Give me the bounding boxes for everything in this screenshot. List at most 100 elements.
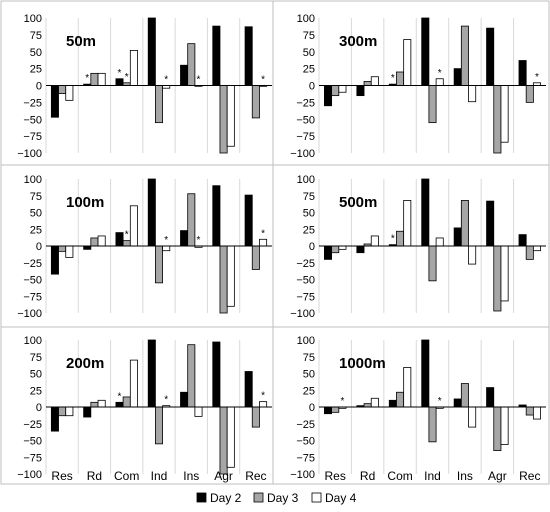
significance-asterisk: * [340, 396, 344, 407]
bar-day-4-rec [532, 406, 541, 420]
x-category-label: Rd [87, 469, 102, 483]
bar-day-4-rd [370, 397, 379, 408]
chart-panel-100m: −100 −75 −50 −25 0 25 50 75 100 * * * * 100m [17, 174, 272, 320]
bar-day-3-res [331, 85, 340, 97]
y-tick-label: 100 [24, 335, 42, 347]
bar-day-2-ins [453, 68, 462, 86]
y-tick-label: −25 [23, 97, 42, 109]
bar-day-3-ind [154, 406, 163, 445]
bar-day-2-com [115, 401, 124, 408]
bar-day-4-com [129, 205, 138, 247]
legend-entry: Day 4 [311, 491, 357, 505]
y-tick-label: 75 [303, 352, 315, 364]
y-tick-label: −75 [296, 452, 315, 464]
bar-day-2-res [50, 406, 59, 432]
y-tick-label: 100 [24, 13, 42, 25]
bar-day-3-com [396, 391, 405, 408]
y-tick-label: 25 [30, 385, 42, 397]
bar-day-4-agr [226, 85, 235, 147]
y-tick-label: 0 [309, 241, 315, 253]
y-tick-label: 75 [303, 30, 315, 42]
bar-day-2-agr [486, 200, 495, 247]
bar-day-4-res [338, 245, 347, 250]
y-tick-label: 0 [36, 81, 42, 93]
y-tick-label: −25 [23, 258, 42, 270]
bar-day-3-rec [525, 406, 534, 416]
bar-day-4-rd [370, 76, 379, 86]
x-category-label: Agr [488, 469, 507, 483]
y-tick-label: 0 [309, 81, 315, 93]
legend-swatch [253, 492, 264, 503]
x-category-label: Com [387, 469, 412, 483]
bar-day-2-ind [147, 339, 156, 408]
bar-day-3-agr [219, 245, 228, 314]
panel-title: 50m [66, 33, 96, 50]
chart-panel-500m: −100 −75 −50 −25 0 25 50 75 100 * 500m [290, 174, 546, 320]
bar-day-2-ind [421, 178, 430, 247]
bar-day-2-rec [518, 60, 527, 86]
bar-day-3-agr [219, 85, 228, 154]
bar-day-2-res [324, 245, 333, 260]
significance-asterisk: * [438, 68, 442, 79]
x-axis-category-labels: Res Rd Com Ind Ins Agr Rec Res Rd Com Ind Ins Agr Rec [51, 469, 540, 483]
bar-day-3-res [331, 406, 340, 413]
x-category-label: Agr [214, 469, 233, 483]
bar-day-4-agr [500, 245, 509, 302]
bar-day-4-com [403, 200, 412, 247]
bar-day-4-ins [468, 406, 477, 428]
significance-asterisk: * [197, 235, 201, 246]
x-category-label: Res [51, 469, 72, 483]
bar-day-3-com [122, 240, 131, 247]
bar-day-2-rd [356, 85, 365, 97]
bar-day-3-ins [187, 193, 196, 247]
bar-day-3-com [396, 71, 405, 86]
bar-day-3-res [58, 406, 67, 417]
bar-day-4-com [129, 50, 138, 86]
legend: Day 2 Day 3 Day 4 [196, 491, 357, 505]
bar-day-3-rd [90, 237, 99, 247]
y-tick-label: −100 [17, 308, 42, 320]
bar-day-2-rec [244, 26, 253, 86]
y-tick-label: −50 [296, 275, 315, 287]
bar-day-4-agr [226, 245, 235, 307]
bar-day-3-ins [187, 43, 196, 86]
bar-day-2-rd [356, 245, 365, 254]
legend-label: Day 3 [267, 491, 299, 505]
panel-title: 100m [66, 194, 104, 211]
bar-day-3-rec [525, 85, 534, 103]
bar-day-3-rec [251, 245, 260, 270]
y-tick-label: −75 [23, 291, 42, 303]
chart-panel-300m: −100 −75 −50 −25 0 25 50 75 100 * * * 300m [290, 13, 546, 160]
bar-day-3-com [396, 230, 405, 247]
y-tick-label: 100 [297, 335, 315, 347]
bar-day-4-ins [468, 85, 477, 103]
y-tick-label: 0 [36, 241, 42, 253]
significance-asterisk: * [391, 73, 395, 84]
bar-day-2-res [50, 245, 59, 275]
bar-day-3-rd [90, 72, 99, 86]
bar-day-4-com [403, 367, 412, 408]
bar-day-2-com [115, 78, 124, 86]
bar-day-4-com [129, 359, 138, 408]
bar-day-4-ins [468, 245, 477, 265]
significance-asterisk: * [164, 235, 168, 246]
bar-day-2-ins [180, 230, 189, 247]
bar-day-4-agr [500, 406, 509, 445]
bar-day-3-rec [251, 85, 260, 119]
bar-day-3-ind [428, 406, 437, 443]
bar-day-3-rec [525, 245, 534, 260]
significance-asterisk: * [164, 75, 168, 86]
y-tick-label: −25 [296, 419, 315, 431]
bar-day-3-res [331, 245, 340, 254]
x-category-label: Ins [457, 469, 473, 483]
bar-day-4-rd [97, 72, 106, 86]
bar-day-3-agr [219, 406, 228, 475]
bar-day-3-ins [187, 344, 196, 408]
y-tick-label: 0 [36, 402, 42, 414]
bar-day-2-rd [83, 406, 92, 418]
legend-label: Day 4 [325, 491, 357, 505]
bar-day-3-rd [90, 401, 99, 408]
x-category-label: Rd [360, 469, 375, 483]
y-tick-label: −100 [290, 148, 315, 160]
